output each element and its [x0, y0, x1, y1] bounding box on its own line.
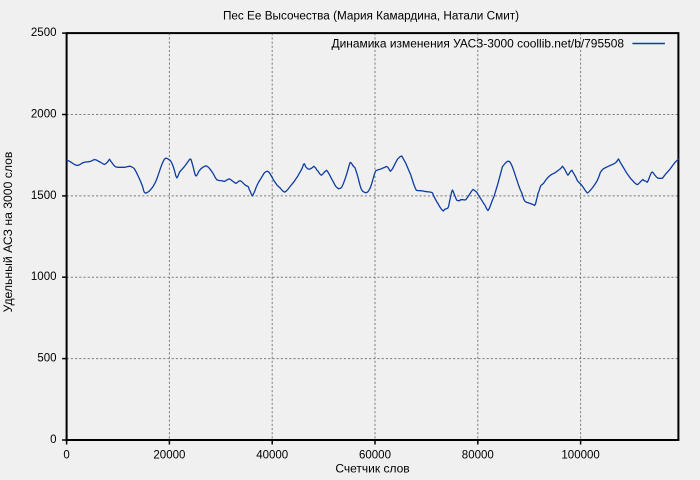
svg-text:40000: 40000 — [256, 450, 288, 462]
svg-text:100000: 100000 — [561, 450, 599, 462]
svg-text:80000: 80000 — [462, 450, 494, 462]
svg-text:Пес Ее Высочества (Мария Камар: Пес Ее Высочества (Мария Камардина, Ната… — [223, 10, 519, 23]
svg-text:Динамика изменения УАСЗ-3000 c: Динамика изменения УАСЗ-3000 coollib.net… — [332, 36, 625, 50]
svg-text:0: 0 — [63, 450, 69, 462]
svg-text:Удельный АСЗ на 3000 слов: Удельный АСЗ на 3000 слов — [1, 152, 15, 313]
svg-text:1000: 1000 — [31, 271, 57, 283]
svg-text:2500: 2500 — [31, 27, 57, 39]
svg-text:20000: 20000 — [153, 450, 185, 462]
svg-text:1500: 1500 — [31, 190, 57, 202]
svg-text:60000: 60000 — [359, 450, 391, 462]
svg-text:Счетчик слов: Счетчик слов — [335, 462, 409, 476]
svg-text:500: 500 — [37, 353, 56, 365]
svg-text:0: 0 — [50, 434, 56, 446]
svg-text:2000: 2000 — [31, 109, 57, 121]
